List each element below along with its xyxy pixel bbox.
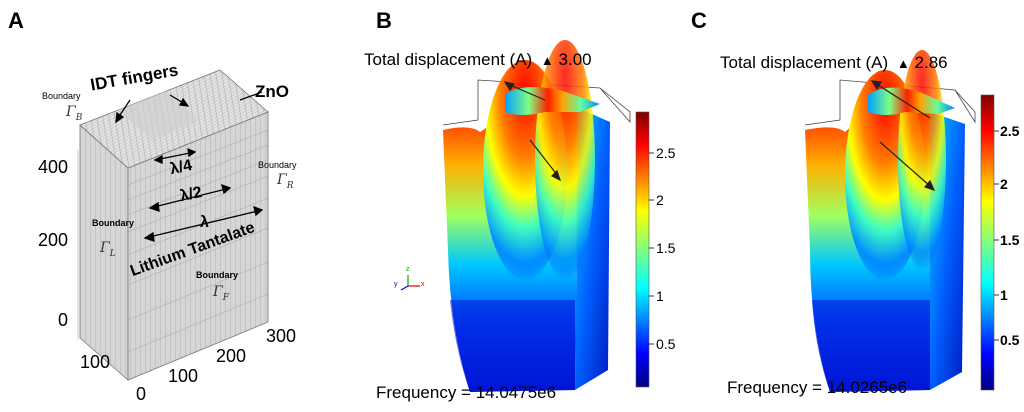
x-tick-200: 200: [216, 346, 247, 366]
boundary-f-word: Boundary: [196, 270, 239, 280]
panel-c-plot: [804, 50, 999, 392]
panel-c-max-value: 2.86: [914, 53, 948, 72]
front-face-mesh-rows: [127, 129, 269, 353]
c-cb-tick-1-5: 1.5: [1000, 232, 1020, 248]
b-top-surface: [505, 86, 600, 115]
c-colorbar: [980, 94, 995, 391]
gamma-f-label: ΓF: [213, 284, 229, 303]
c-colorbar-ticks: [994, 130, 999, 341]
boundary-l-word: Boundary: [92, 218, 135, 228]
c-top-surface: [868, 87, 955, 115]
c-hot-lobe-right: [898, 50, 946, 270]
panel-a-letter: A: [8, 8, 24, 33]
panel-b-letter: B: [376, 8, 392, 33]
max-marker-icon: ▲: [540, 53, 554, 68]
b-cb-tick-2-5: 2.5: [656, 145, 676, 161]
b-displacement-arrows: [503, 81, 562, 182]
c-cb-tick-1: 1: [1000, 287, 1008, 303]
triad-y-label: y: [394, 281, 398, 288]
c-cb-tick-2: 2: [1000, 176, 1008, 192]
c-cb-tick-2-5: 2.5: [1000, 123, 1020, 139]
max-marker-icon: ▲: [896, 56, 910, 71]
y-tick-300: 300: [266, 326, 297, 346]
idt-finger-strip: [118, 91, 200, 140]
b-colorbar: [635, 111, 650, 388]
panel-c-title: Total displacement (A) ▲ 2.86: [720, 53, 948, 72]
x-tick-left-100: 100: [80, 352, 111, 372]
c-lower-region: [812, 300, 930, 392]
b-cb-tick-1-5: 1.5: [656, 240, 676, 256]
z-tick-0: 0: [58, 310, 69, 330]
gamma-b-label: ΓB: [66, 104, 83, 123]
z-tick-200: 200: [38, 230, 69, 250]
b-colorbar-ticks: [649, 152, 654, 345]
z-tick-400: 400: [38, 157, 69, 177]
boundary-b-word: Boundary: [42, 91, 81, 101]
c-cb-tick-0-5: 0.5: [1000, 332, 1020, 348]
b-axes-triad: [400, 275, 420, 291]
panel-b-plot: [400, 40, 654, 392]
b-lower-region: [450, 300, 575, 392]
dimension-arrows: [115, 91, 264, 242]
b-hot-lobe-right: [535, 40, 595, 280]
lambda-label: λ: [200, 214, 209, 231]
zno-label: ZnO: [255, 82, 289, 101]
x-tick-100: 100: [168, 366, 199, 386]
b-cb-tick-2: 2: [656, 192, 664, 208]
panel-c-letter: C: [691, 8, 707, 33]
boundary-r-word: Boundary: [258, 160, 297, 170]
panel-b-frequency: Frequency = 14.0475e6: [376, 383, 557, 402]
triad-z-label: z: [406, 266, 410, 273]
panel-c-frequency: Frequency = 14.0265e6: [727, 378, 908, 397]
gamma-r-label: ΓR: [277, 172, 294, 191]
gamma-l-label: ΓL: [100, 240, 116, 259]
panel-a-mesh-block: [77, 69, 269, 381]
c-displacement-arrows: [870, 80, 936, 191]
panel-b-title: Total displacement (A) ▲ 3.00: [364, 50, 592, 69]
b-cb-tick-1: 1: [656, 288, 664, 304]
x-tick-0: 0: [136, 384, 147, 404]
triad-x-label: x: [421, 281, 425, 288]
b-cb-tick-0-5: 0.5: [656, 336, 676, 352]
panel-b-max-value: 3.00: [558, 50, 592, 69]
